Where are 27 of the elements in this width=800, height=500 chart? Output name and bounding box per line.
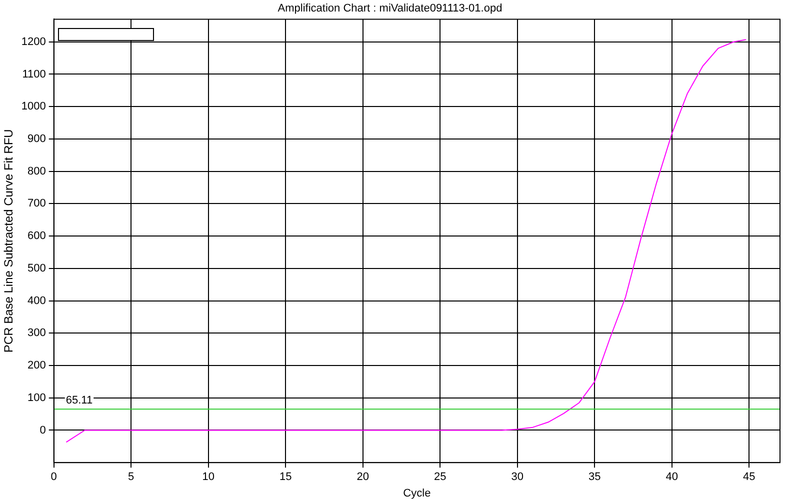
- y-tick-label: 200: [28, 360, 46, 372]
- x-tick-label: 5: [128, 471, 134, 484]
- y-tick-label: 300: [28, 327, 46, 340]
- y-tick-label: 1200: [21, 36, 46, 48]
- y-tick-label: 100: [28, 392, 46, 404]
- y-tick-label: 0: [40, 424, 46, 436]
- y-tick-label: 400: [28, 294, 46, 307]
- x-tick-label: 30: [511, 471, 524, 484]
- x-tick-label: 0: [50, 471, 57, 484]
- y-tick-label: 900: [28, 132, 46, 145]
- x-tick-label: 40: [666, 471, 678, 484]
- x-tick-label: 20: [356, 471, 369, 484]
- y-tick-label: 600: [28, 230, 46, 242]
- chart-title: Amplification Chart : miValidate091113-01.opd: [278, 2, 502, 15]
- x-tick-label: 35: [588, 471, 601, 484]
- y-tick-label: 1000: [21, 100, 46, 113]
- x-tick-label: 25: [434, 471, 446, 484]
- x-axis-title: Cycle: [403, 487, 431, 500]
- x-tick-label: 45: [742, 471, 756, 484]
- y-tick-label: 1100: [22, 68, 46, 80]
- y-tick-label: 500: [28, 262, 46, 274]
- ref-line-label: 65.11: [66, 394, 93, 407]
- y-tick-label: 700: [28, 198, 46, 210]
- x-tick-label: 15: [279, 471, 292, 484]
- y-tick-label: 800: [28, 165, 46, 178]
- y-axis-title: PCR Base Line Subtracted Curve Fit RFU: [2, 129, 16, 353]
- x-tick-label: 10: [202, 471, 214, 484]
